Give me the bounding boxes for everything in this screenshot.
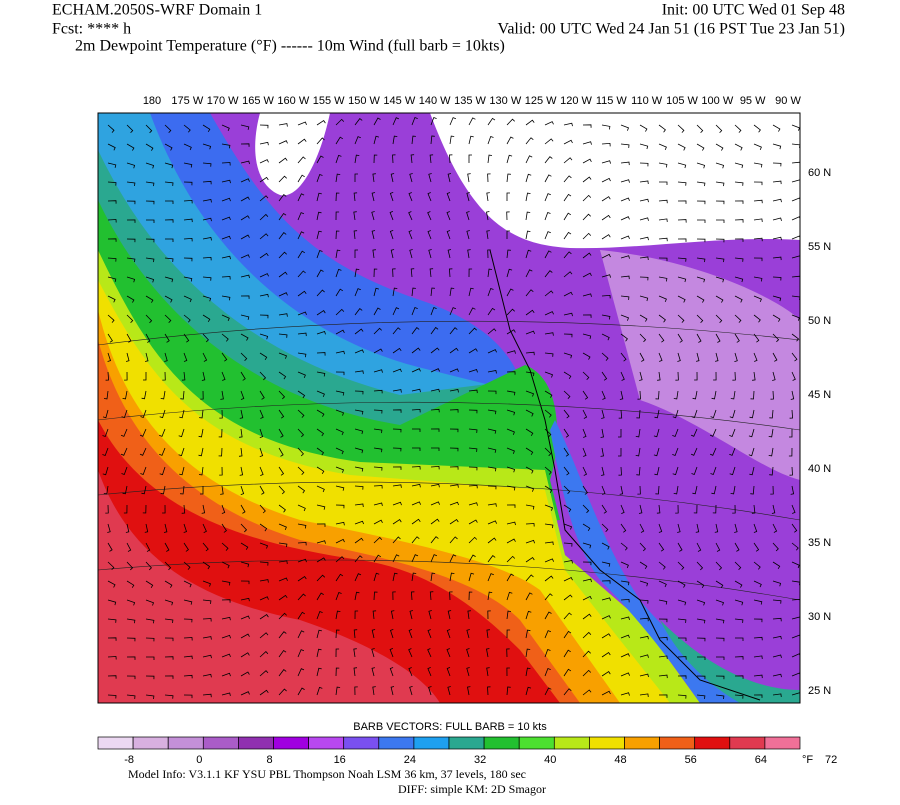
valid-time: Valid: 00 UTC Wed 24 Jan 51 (16 PST Tue … <box>498 21 845 38</box>
colorbar-swatch <box>308 736 345 750</box>
longitude-label: 125 W <box>525 95 557 107</box>
map-field <box>98 113 800 703</box>
colorbar-label: 64 <box>755 754 767 766</box>
colorbar-swatch <box>413 736 450 750</box>
model-info: Model Info: V3.1.1 KF YSU PBL Thompson N… <box>128 767 526 781</box>
forecast-hour: Fcst: **** h <box>52 21 131 38</box>
latitude-label: 35 N <box>808 537 831 549</box>
longitude-label: 180 <box>143 95 161 107</box>
colorbar-swatch <box>343 736 380 750</box>
colorbar-label: 72 <box>825 754 837 766</box>
latitude-labels: 60 N 55 N 50 N 45 N 40 N 35 N 30 N 25 N <box>808 167 831 697</box>
longitude-labels: 180 175 W 170 W 165 W 160 W 155 W 150 W 145 W 14… <box>143 95 802 107</box>
latitude-label: 50 N <box>808 315 831 327</box>
map-frame <box>97 112 801 704</box>
colorbar-label: 16 <box>334 754 346 766</box>
longitude-label: 150 W <box>348 95 380 107</box>
colorbar-swatch <box>378 736 415 750</box>
colorbar-label: 0 <box>196 754 202 766</box>
colorbar-swatch <box>518 736 555 750</box>
latitude-label: 60 N <box>808 167 831 179</box>
longitude-label: 175 W <box>171 95 203 107</box>
longitude-label: 160 W <box>277 95 309 107</box>
colorbar-swatch <box>273 736 309 750</box>
longitude-label: 170 W <box>207 95 239 107</box>
colorbar-swatch <box>729 736 766 750</box>
longitude-label: 155 W <box>313 95 345 107</box>
longitude-label: 165 W <box>242 95 274 107</box>
latitude-label: 45 N <box>808 389 831 401</box>
colorbar-swatch <box>553 736 590 750</box>
longitude-label: 140 W <box>419 95 451 107</box>
longitude-label: 135 W <box>454 95 486 107</box>
colorbar-swatch <box>589 736 625 750</box>
colorbar-swatch <box>659 736 696 750</box>
colorbar-label: 32 <box>474 754 486 766</box>
colorbar-caption: BARB VECTORS: FULL BARB = 10 kts <box>353 721 547 733</box>
colorbar-swatch <box>238 736 274 750</box>
longitude-label: 115 W <box>596 95 628 107</box>
field-description: 2m Dewpoint Temperature (°F) ------ 10m … <box>75 38 505 55</box>
colorbar-swatch <box>132 736 169 750</box>
longitude-label: 130 W <box>489 95 521 107</box>
longitude-label: 95 W <box>740 95 766 107</box>
longitude-label: 120 W <box>560 95 592 107</box>
latitude-label: 40 N <box>808 463 831 475</box>
colorbar-swatch <box>764 736 801 750</box>
longitude-label: 145 W <box>383 95 415 107</box>
colorbar-swatch <box>448 736 485 750</box>
longitude-label: 100 W <box>701 95 733 107</box>
diff-info: DIFF: simple KM: 2D Smagor <box>398 782 546 796</box>
latitude-label: 25 N <box>808 685 831 697</box>
latitude-label: 55 N <box>808 241 831 253</box>
colorbar-label: 8 <box>266 754 272 766</box>
longitude-label: 110 W <box>631 95 663 107</box>
colorbar-swatch <box>694 736 731 750</box>
colorbar-swatch <box>202 736 239 750</box>
longitude-label: 105 W <box>666 95 698 107</box>
latitude-label: 30 N <box>808 611 831 623</box>
colorbar-unit: °F <box>802 754 813 766</box>
init-time: Init: 00 UTC Wed 01 Sep 48 <box>662 2 845 19</box>
colorbar-swatch <box>624 736 660 750</box>
longitude-label: 90 W <box>775 95 801 107</box>
colorbar-label: 56 <box>685 754 697 766</box>
colorbar-label: 48 <box>614 754 626 766</box>
colorbar-swatch <box>483 736 520 750</box>
colorbar-swatch <box>167 736 204 750</box>
colorbar-swatch <box>97 736 134 750</box>
title: ECHAM.2050S-WRF Domain 1 <box>52 2 262 19</box>
colorbar-label: 40 <box>544 754 556 766</box>
colorbar: -8 0 8 16 24 32 40 48 56 64 72 <box>97 736 837 766</box>
colorbar-label: 24 <box>404 754 416 766</box>
colorbar-label: -8 <box>124 754 134 766</box>
